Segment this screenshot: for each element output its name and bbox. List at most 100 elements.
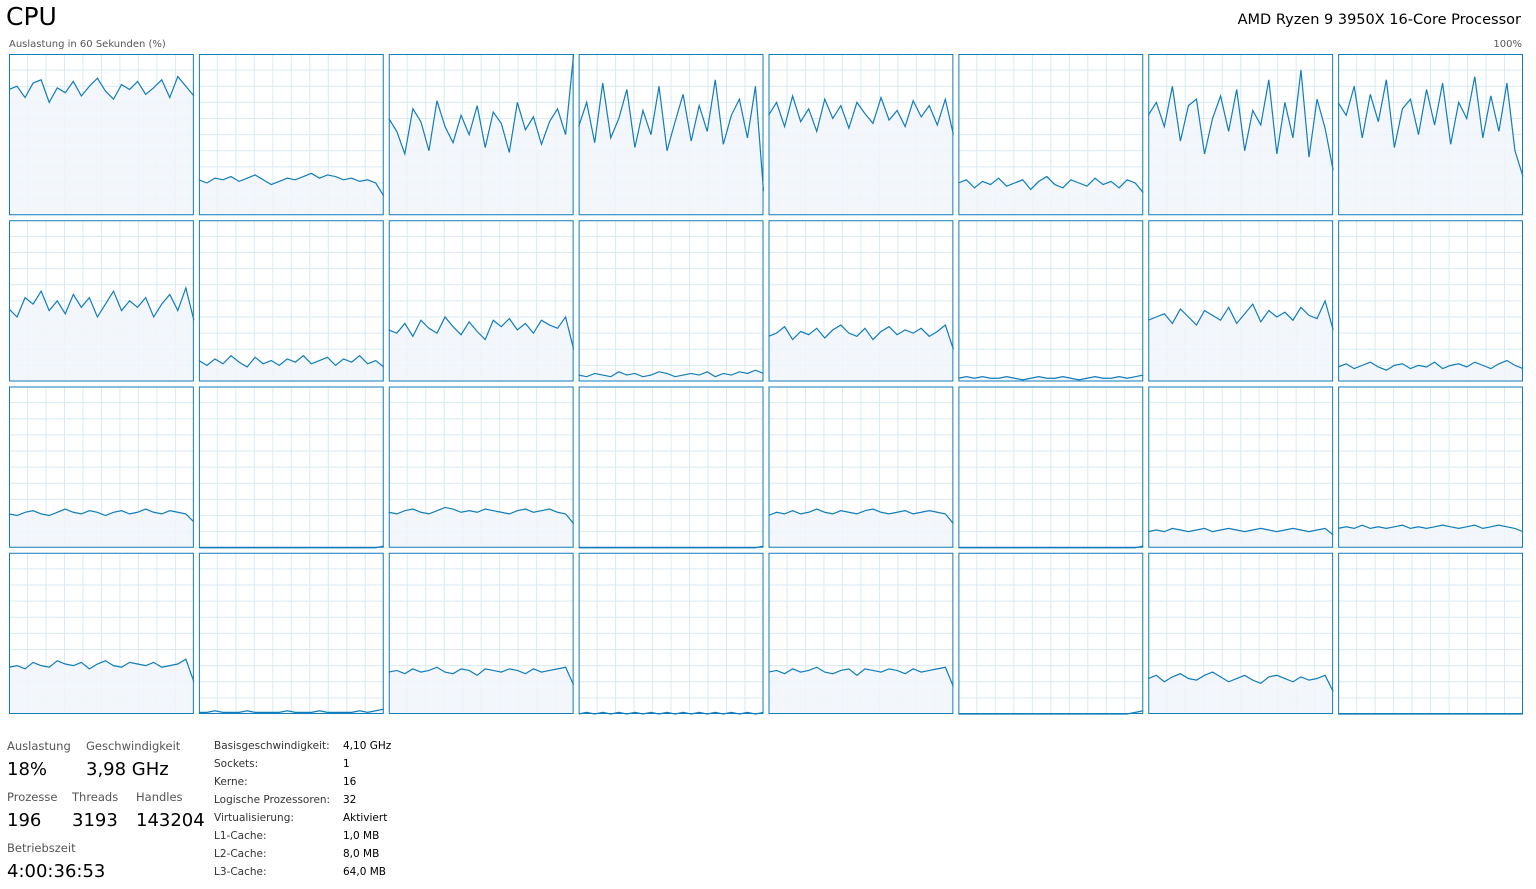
- usage-area: [1338, 525, 1523, 548]
- graph-border: [198, 220, 384, 382]
- usage-line: [1148, 671, 1334, 692]
- graph-border: [768, 220, 954, 382]
- usage-line: [578, 79, 765, 192]
- detail-value: 4,10 GHz: [343, 740, 392, 752]
- usage-area: [198, 355, 384, 382]
- graph-border: [198, 54, 384, 216]
- detail-value: 32: [343, 794, 357, 806]
- usage-area: [1148, 672, 1334, 714]
- usage-area: [388, 667, 574, 714]
- detail-value: 64,0 MB: [343, 866, 386, 878]
- stat-label: Geschwindigkeit: [86, 739, 181, 753]
- usage-line: [768, 666, 954, 687]
- stat-label: Auslastung: [7, 739, 71, 753]
- graph-border: [198, 552, 384, 714]
- graph-border: [578, 54, 764, 216]
- graph-border: [958, 54, 1144, 216]
- detail-label: L2-Cache:: [214, 848, 267, 860]
- usage-line: [1148, 299, 1334, 331]
- stat-label: Threads: [72, 790, 119, 804]
- graph-border: [388, 54, 574, 216]
- usage-area: [768, 667, 954, 714]
- usage-area: [578, 79, 764, 216]
- usage-line: [198, 354, 385, 368]
- graph-border: [9, 220, 194, 382]
- detail-label: Logische Prozessoren:: [214, 794, 331, 806]
- usage-area: [768, 509, 954, 548]
- usage-area: [1338, 76, 1523, 216]
- graph-border: [388, 220, 574, 382]
- usage-area: [9, 659, 194, 714]
- usage-area: [1148, 528, 1334, 548]
- detail-value: 16: [343, 776, 357, 788]
- graph-border: [958, 552, 1144, 714]
- usage-area: [388, 54, 574, 216]
- usage-line: [1337, 76, 1524, 177]
- stat-value: 4:00:36:53: [7, 861, 106, 882]
- stat-value: 3,98 GHz: [86, 759, 169, 780]
- usage-area: [9, 76, 194, 216]
- graph-border: [9, 54, 194, 216]
- graph-border: [198, 386, 384, 548]
- graph-border: [1338, 386, 1523, 548]
- graph-border: [9, 552, 194, 714]
- usage-line: [388, 666, 575, 686]
- usage-area: [388, 507, 574, 548]
- usage-line: [8, 508, 195, 523]
- graph-border: [768, 386, 954, 548]
- graph-border: [1148, 54, 1334, 216]
- graph-caption: Auslastung in 60 Sekunden (%): [9, 39, 166, 50]
- usage-area: [388, 317, 574, 382]
- graph-border: [9, 386, 194, 548]
- stat-label: Handles: [136, 790, 183, 804]
- graph-border: [1338, 54, 1523, 216]
- graph-border: [1148, 220, 1334, 382]
- usage-area: [9, 287, 194, 382]
- usage-line: [388, 315, 575, 350]
- graph-border: [388, 552, 574, 714]
- usage-line: [198, 708, 384, 714]
- detail-label: L1-Cache:: [214, 830, 267, 842]
- usage-line: [958, 374, 1144, 381]
- stat-value: 18%: [7, 759, 48, 780]
- detail-value: 1: [343, 758, 350, 770]
- graph-border: [1148, 386, 1334, 548]
- usage-area: [768, 325, 954, 382]
- graph-border: [1338, 220, 1523, 382]
- stat-value: 196: [7, 810, 42, 831]
- usage-area: [1338, 360, 1523, 382]
- detail-label: Kerne:: [214, 776, 248, 788]
- usage-line: [1148, 527, 1334, 536]
- processor-name: AMD Ryzen 9 3950X 16-Core Processor: [1237, 12, 1521, 28]
- usage-area: [958, 176, 1144, 216]
- usage-line: [768, 508, 954, 524]
- usage-line: [1337, 359, 1524, 371]
- graph-border: [1148, 552, 1334, 714]
- usage-area: [9, 509, 194, 548]
- graph-border: [958, 386, 1144, 548]
- graph-border: [578, 552, 764, 714]
- usage-area: [1148, 70, 1334, 216]
- usage-line: [388, 53, 575, 157]
- stat-value: 3193: [72, 810, 118, 831]
- usage-area: [768, 95, 954, 216]
- graph-border: [578, 220, 764, 382]
- usage-line: [8, 75, 195, 104]
- usage-area: [578, 370, 764, 382]
- usage-line: [8, 285, 195, 321]
- graph-border: [578, 386, 764, 548]
- usage-line: [388, 506, 575, 524]
- graph-border: [388, 386, 574, 548]
- graph-border: [1338, 552, 1523, 714]
- usage-line: [198, 172, 385, 197]
- usage-line: [1147, 70, 1334, 171]
- detail-value: Aktiviert: [343, 812, 388, 824]
- page-title: CPU: [6, 2, 57, 31]
- stat-label: Prozesse: [7, 790, 58, 804]
- usage-area: [1148, 300, 1334, 382]
- detail-value: 8,0 MB: [343, 848, 380, 860]
- graph-border: [768, 54, 954, 216]
- usage-line: [767, 93, 954, 135]
- detail-label: Sockets:: [214, 758, 259, 770]
